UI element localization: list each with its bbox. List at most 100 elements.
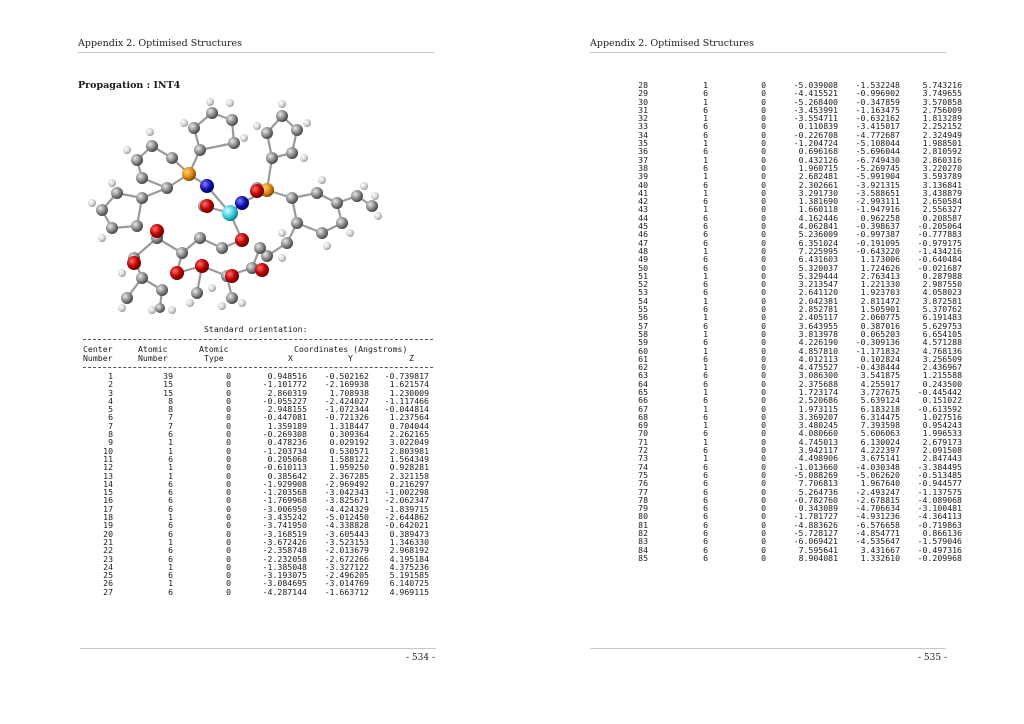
atomic-number: 6 <box>168 503 173 514</box>
z-coord: 2.262165 <box>389 429 429 440</box>
center-number: 54 <box>638 295 648 306</box>
atomic-type: 0 <box>226 420 231 431</box>
center-number: 73 <box>638 453 648 464</box>
atomic-type: 0 <box>226 371 231 381</box>
center-number: 23 <box>103 553 113 564</box>
center-number: 44 <box>638 212 648 223</box>
y-coord: 0.309364 <box>329 429 369 440</box>
atomic-number: 1 <box>703 362 708 373</box>
atomic-number: 1 <box>703 154 708 165</box>
atomic-type: 0 <box>226 586 231 597</box>
center-number: 45 <box>638 221 648 232</box>
x-coord: 1.381690 <box>798 196 838 207</box>
table-row: 42 6 0 1.381690 -2.993111 2.650584 <box>612 196 962 207</box>
y-coord: 6.314475 <box>860 411 900 422</box>
table-top-rule <box>83 339 433 340</box>
atomic-type: 0 <box>761 403 766 414</box>
z-coord: -0.513485 <box>917 469 962 480</box>
table-row: 22 6 0 -2.358748 -2.013679 2.968192 <box>83 546 433 555</box>
center-number: 51 <box>638 270 648 281</box>
atomic-number: 6 <box>703 469 708 480</box>
center-number: 55 <box>638 304 648 315</box>
z-coord: -0.640484 <box>917 254 962 265</box>
atomic-number: 6 <box>703 511 708 522</box>
center-number: 62 <box>638 362 648 373</box>
z-coord: 2.756009 <box>922 104 962 115</box>
z-coord: -0.777883 <box>917 229 962 240</box>
table-row: 47 6 0 6.351024 -0.191095 -0.979175 <box>612 237 962 248</box>
atomic-number: 6 <box>703 395 708 406</box>
x-coord: 5.320037 <box>798 262 838 273</box>
x-coord: 0.696168 <box>798 146 838 157</box>
atomic-number: 1 <box>703 138 708 149</box>
center-number: 48 <box>638 245 648 256</box>
table-row: 56 1 0 2.405117 2.060775 6.191483 <box>612 313 962 322</box>
running-head: Appendix 2. Optimised Structures <box>78 38 242 49</box>
atomic-number: 1 <box>168 437 173 448</box>
y-coord: -4.338828 <box>324 520 369 531</box>
x-coord: -1.203734 <box>262 445 307 456</box>
atomic-type: 0 <box>761 436 766 447</box>
col-coordinates-header: Coordinates (Angstroms) <box>294 344 408 354</box>
atomic-number: 6 <box>703 445 708 456</box>
y-coord: -4.706634 <box>855 503 900 514</box>
center-number: 59 <box>638 337 648 348</box>
z-coord: 2.091508 <box>922 445 962 456</box>
y-coord: -4.854771 <box>855 528 900 539</box>
table-row: 36 6 0 0.696168 -5.696044 2.810592 <box>612 146 962 157</box>
z-coord: 4.058023 <box>922 287 962 298</box>
table-row: 70 6 0 4.080660 5.606063 1.996533 <box>612 428 962 439</box>
x-coord: -0.447081 <box>262 412 307 423</box>
x-coord: -3.168519 <box>262 528 307 539</box>
atomic-type: 0 <box>226 528 231 539</box>
table-row: 68 6 0 3.369207 6.314475 1.027516 <box>612 411 962 422</box>
y-coord: -3.921315 <box>855 179 900 190</box>
z-coord: 1.988501 <box>922 138 962 149</box>
y-coord: -3.605443 <box>324 528 369 539</box>
center-number: 5 <box>108 404 113 415</box>
atomic-number: 6 <box>168 570 173 581</box>
x-coord: 0.478236 <box>267 437 307 448</box>
x-coord: -5.268400 <box>793 96 838 107</box>
carbon-atoms <box>96 107 378 313</box>
atomic-number: 6 <box>703 304 708 315</box>
atomic-number: 1 <box>703 403 708 414</box>
table-row: 79 6 0 0.343089 -4.706634 -3.100481 <box>612 503 962 514</box>
z-coord: -0.205064 <box>917 221 962 232</box>
z-coord: 0.704044 <box>389 420 429 431</box>
center-number: 33 <box>638 121 648 132</box>
z-coord: -4.364113 <box>917 511 962 522</box>
atomic-type: 0 <box>761 353 766 364</box>
y-coord: -4.931236 <box>855 511 900 522</box>
y-coord: -3.588651 <box>855 187 900 198</box>
table-row: 69 1 0 3.480245 7.393598 0.954243 <box>612 421 962 430</box>
hydrogen-atoms <box>88 98 382 314</box>
atomic-type: 0 <box>226 478 231 489</box>
atomic-type: 0 <box>761 88 766 99</box>
y-coord: -2.678815 <box>855 494 900 505</box>
table-row: 17 6 0 -3.006950 -4.424329 -1.839715 <box>83 503 433 514</box>
y-coord: -2.496205 <box>324 570 369 581</box>
z-coord: 0.151022 <box>922 395 962 406</box>
header-rule <box>78 52 434 53</box>
y-coord: -3.042343 <box>324 487 369 498</box>
atomic-number: 1 <box>703 295 708 306</box>
y-coord: 3.675141 <box>860 453 900 464</box>
x-coord: 6.351024 <box>798 237 838 248</box>
col-number-sub2: Number <box>138 353 168 363</box>
y-coord: 3.727675 <box>860 386 900 397</box>
y-coord: 5.606063 <box>860 428 900 439</box>
y-coord: 2.367285 <box>329 470 369 481</box>
x-coord: -2.232058 <box>262 553 307 564</box>
center-number: 14 <box>103 478 113 489</box>
atomic-number: 6 <box>168 520 173 531</box>
atomic-number: 15 <box>163 387 173 398</box>
y-coord: 2.811472 <box>860 295 900 306</box>
table-row: 76 6 0 7.706813 1.967640 -0.944577 <box>612 479 962 488</box>
table-row: 10 1 0 -1.203734 0.530571 2.803981 <box>83 445 433 456</box>
atomic-type: 0 <box>761 370 766 381</box>
center-number: 16 <box>103 495 113 506</box>
atomic-number: 6 <box>703 104 708 115</box>
atomic-type: 0 <box>226 470 231 481</box>
atomic-type: 0 <box>761 469 766 480</box>
